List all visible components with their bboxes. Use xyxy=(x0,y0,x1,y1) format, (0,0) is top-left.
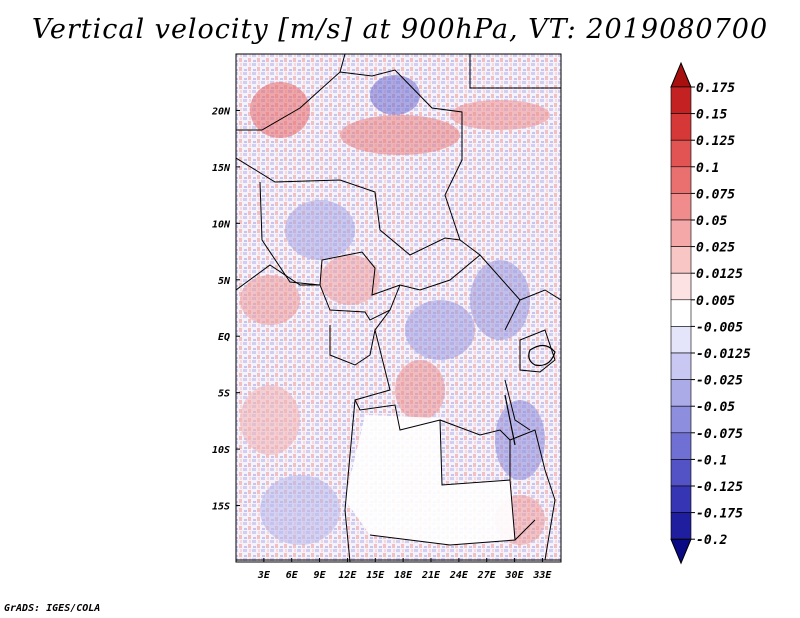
colorbar-bin xyxy=(670,139,692,168)
lon-tick-label: 9E xyxy=(314,570,327,581)
lon-tick-label: 30E xyxy=(505,570,525,581)
colorbar-label: 0.05 xyxy=(696,214,727,229)
colorbar-label: 0.15 xyxy=(696,108,727,123)
colorbar-bin xyxy=(670,299,692,327)
lat-tick-label: 20N xyxy=(211,106,231,117)
colorbar-label: -0.175 xyxy=(696,507,743,522)
colorbar-label: -0.125 xyxy=(696,480,743,495)
colorbar-label: 0.075 xyxy=(696,187,735,202)
lat-tick-label: EQ xyxy=(218,332,230,343)
chart-title: Vertical velocity [m/s] at 900hPa, VT: 2… xyxy=(31,14,769,45)
map-frame xyxy=(235,53,562,563)
colorbar-bin xyxy=(670,326,692,354)
footer-credit: GrADS: IGES/COLA xyxy=(4,603,101,614)
lon-tick-label: 6E xyxy=(286,570,299,581)
colorbar-bin xyxy=(670,86,692,114)
colorbar-label: 0.125 xyxy=(696,134,735,149)
colorbar-label: -0.1 xyxy=(696,453,727,468)
colorbar-label: -0.025 xyxy=(696,374,743,389)
colorbar-bin xyxy=(670,61,692,88)
lat-tick-label: 15N xyxy=(212,163,231,174)
colorbar-label: -0.075 xyxy=(696,427,743,442)
colorbar-bin xyxy=(670,113,692,141)
lat-tick-label: 10N xyxy=(212,219,231,230)
lon-tick-label: 21E xyxy=(421,570,441,581)
colorbar-label: -0.05 xyxy=(696,400,735,415)
colorbar-bin xyxy=(670,246,692,274)
colorbar-bin xyxy=(670,432,692,460)
lat-tick-label: 5S xyxy=(218,389,230,400)
lon-tick-label: 15E xyxy=(366,570,385,581)
colorbar-label: -0.2 xyxy=(696,533,727,548)
lon-tick-label: 24E xyxy=(449,570,469,581)
colorbar-label: 0.025 xyxy=(696,241,735,256)
colorbar-label: 0.0125 xyxy=(696,267,743,282)
colorbar-bin xyxy=(670,538,692,565)
colorbar-bin xyxy=(670,219,692,247)
colorbar-label: -0.005 xyxy=(696,320,743,335)
map-field xyxy=(236,54,561,562)
lat-tick-label: 10S xyxy=(212,445,230,456)
colorbar-label: 0.005 xyxy=(696,294,735,309)
colorbar-bin xyxy=(670,512,692,540)
lon-tick-label: 3E xyxy=(257,570,271,581)
lon-tick-label: 18E xyxy=(394,570,413,581)
colorbar-bin xyxy=(670,459,692,487)
colorbar-label: 0.1 xyxy=(696,161,719,176)
lon-tick-label: 12E xyxy=(338,570,357,581)
lat-tick-label: 5N xyxy=(218,276,231,287)
lat-tick-label: 15S xyxy=(212,502,230,513)
colorbar-bin xyxy=(670,352,692,380)
colorbar-bin xyxy=(670,272,692,301)
colorbar-bin xyxy=(670,485,692,513)
colorbar-bin xyxy=(670,379,692,407)
colorbar-bin xyxy=(670,166,692,194)
lon-tick-label: 27E xyxy=(477,570,497,581)
colorbar-label: 0.175 xyxy=(696,81,735,96)
colorbar-label: -0.0125 xyxy=(696,347,751,362)
lon-tick-label: 33E xyxy=(532,570,552,581)
colorbar-bin xyxy=(670,405,692,434)
colorbar-bin xyxy=(670,193,692,221)
